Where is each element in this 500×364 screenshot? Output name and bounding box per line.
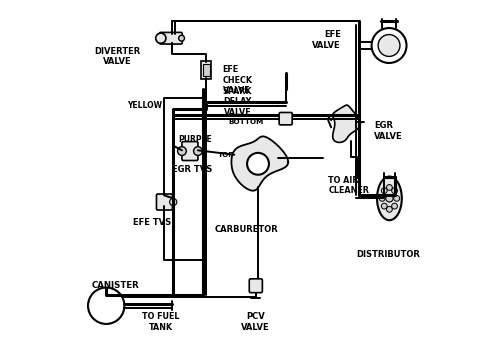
Text: YELLOW: YELLOW [127, 101, 162, 110]
Text: EFE
CHECK
VALVE: EFE CHECK VALVE [222, 65, 252, 95]
Text: PCV
VALVE: PCV VALVE [241, 312, 270, 332]
Circle shape [386, 206, 392, 212]
Circle shape [194, 147, 202, 155]
Circle shape [382, 203, 387, 209]
Text: TOP: TOP [218, 153, 234, 158]
Text: DISTRIBUTOR: DISTRIBUTOR [356, 250, 420, 259]
Circle shape [170, 198, 177, 206]
FancyBboxPatch shape [201, 61, 211, 79]
Ellipse shape [377, 177, 402, 220]
Circle shape [386, 185, 392, 190]
FancyBboxPatch shape [203, 64, 209, 76]
Circle shape [386, 195, 393, 202]
Circle shape [378, 35, 400, 56]
Text: EFE TVS: EFE TVS [132, 218, 171, 226]
Circle shape [88, 288, 124, 323]
Polygon shape [232, 136, 288, 191]
Circle shape [156, 33, 166, 43]
FancyBboxPatch shape [182, 142, 198, 161]
Circle shape [178, 35, 184, 41]
Text: BOTTOM: BOTTOM [228, 119, 264, 125]
Circle shape [88, 288, 124, 324]
Text: CARBURETOR: CARBURETOR [214, 225, 278, 234]
Circle shape [379, 195, 385, 201]
FancyBboxPatch shape [250, 279, 262, 293]
Circle shape [382, 188, 387, 194]
Text: SPARK
DELAY
VALVE: SPARK DELAY VALVE [222, 87, 252, 117]
Text: EGR TVS: EGR TVS [172, 165, 212, 174]
Text: TO AIR
CLEANER: TO AIR CLEANER [328, 176, 369, 195]
Text: EGR
VALVE: EGR VALVE [374, 121, 402, 141]
Text: PURPLE: PURPLE [178, 135, 212, 143]
Text: DIVERTER
VALVE: DIVERTER VALVE [94, 47, 140, 66]
Circle shape [247, 153, 269, 175]
Polygon shape [332, 105, 360, 142]
Text: EFE
VALVE: EFE VALVE [312, 30, 341, 50]
FancyBboxPatch shape [279, 112, 292, 125]
Circle shape [392, 203, 398, 209]
Circle shape [394, 195, 400, 201]
Text: TO FUEL
TANK: TO FUEL TANK [142, 312, 180, 332]
FancyBboxPatch shape [156, 194, 172, 210]
Circle shape [392, 188, 398, 194]
Circle shape [372, 28, 406, 63]
Text: CANISTER: CANISTER [92, 281, 140, 290]
FancyBboxPatch shape [160, 32, 182, 44]
Circle shape [178, 147, 186, 155]
